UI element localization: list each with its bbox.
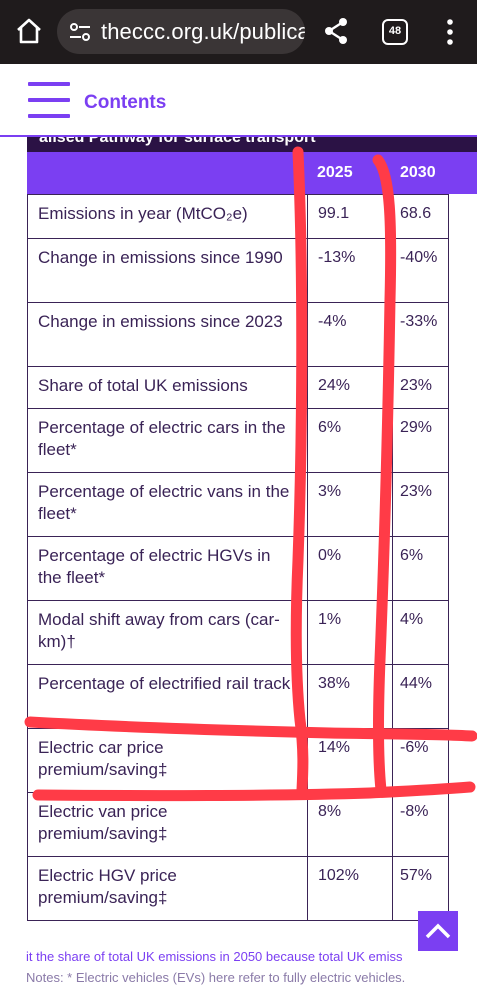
chevron-up-icon [425,923,451,939]
table-row: Electric HGV price premium/saving‡ 102% 57… [27,856,449,921]
cell-2025: 6% [307,408,393,473]
column-header-2030: 2030 [400,164,436,181]
cell-2030: -33% [392,302,449,367]
table-body: Emissions in year (MtCO₂e) 99.1 68.6 Change… [27,194,449,921]
row-label: Electric van price premium/saving‡ [27,792,308,857]
cell-2030: 4% [392,600,449,665]
column-header-2025: 2025 [317,164,353,181]
header-divider [0,135,477,137]
table-row: Modal shift away from cars (car-km)† 1% 4% [27,600,449,665]
row-label: Change in emissions since 2023 [27,302,308,367]
row-label: Electric HGV price premium/saving‡ [27,856,308,921]
table-row: Change in emissions since 2023 -4% -33% [27,302,449,367]
cell-2025: 8% [307,792,393,857]
row-label: Share of total UK emissions [27,366,308,409]
tab-switcher-button[interactable]: 48 [382,19,408,45]
kebab-menu-icon[interactable] [440,17,460,47]
cell-2030: 23% [392,366,449,409]
cell-2025: 24% [307,366,393,409]
table-overflow-column [448,194,477,937]
footnote-line-2: Notes: * Electric vehicles (EVs) here re… [26,970,406,985]
table-header: 2025 2030 [27,152,477,194]
table-row: Electric van price premium/saving‡ 8% -8% [27,792,449,857]
cell-2030: 6% [392,536,449,601]
table-row: Percentage of electric cars in the fleet… [27,408,449,473]
table-row: Change in emissions since 1990 -13% -40% [27,238,449,303]
site-settings-icon[interactable] [69,22,91,42]
cell-2030: 57% [392,856,449,921]
cell-2025: 1% [307,600,393,665]
table-row: Share of total UK emissions 24% 23% [27,366,449,409]
footnote-line-1: it the share of total UK emissions in 20… [26,949,403,964]
contents-link[interactable]: Contents [84,92,167,113]
cell-2030: -8% [392,792,449,857]
cell-2025: 3% [307,472,393,537]
url-text[interactable]: theccc.org.uk/publica [101,19,305,44]
cell-2030: 68.6 [392,194,449,239]
share-icon[interactable] [322,16,350,46]
cell-2025: 38% [307,664,393,729]
row-label: Emissions in year (MtCO₂e) [27,194,308,239]
cell-2030: -6% [392,728,449,793]
cell-2025: 102% [307,856,393,921]
cell-2030: 23% [392,472,449,537]
hamburger-icon[interactable] [28,82,70,118]
row-label: Percentage of electrified rail track [27,664,308,729]
table-row: Percentage of electrified rail track 38% 4… [27,664,449,729]
row-label: Percentage of electric HGVs in the fleet… [27,536,308,601]
table-row: Emissions in year (MtCO₂e) 99.1 68.6 [27,194,449,239]
row-label: Change in emissions since 1990 [27,238,308,303]
cell-2030: 44% [392,664,449,729]
cell-2025: 14% [307,728,393,793]
table-caption: alised Pathway for surface transport [27,137,477,152]
footnote: it the share of total UK emissions in 20… [0,948,477,1000]
row-label: Modal shift away from cars (car-km)† [27,600,308,665]
data-table: alised Pathway for surface transport 202… [27,137,477,937]
browser-toolbar: theccc.org.uk/publica 48 [0,0,477,64]
cell-2025: -4% [307,302,393,367]
cell-2025: 0% [307,536,393,601]
table-row: Percentage of electric vans in the fleet… [27,472,449,537]
home-icon[interactable] [14,16,44,46]
table-row: Electric car price premium/saving‡ 14% -6% [27,728,449,793]
address-bar[interactable]: theccc.org.uk/publica [57,9,305,54]
cell-2025: 99.1 [307,194,393,239]
table-caption-text: alised Pathway for surface transport [39,137,316,146]
cell-2030: -40% [392,238,449,303]
row-label: Percentage of electric cars in the fleet… [27,408,308,473]
row-label: Percentage of electric vans in the fleet… [27,472,308,537]
cell-2025: -13% [307,238,393,303]
cell-2030: 29% [392,408,449,473]
table-row: Percentage of electric HGVs in the fleet… [27,536,449,601]
scroll-to-top-button[interactable] [418,911,458,951]
row-label: Electric car price premium/saving‡ [27,728,308,793]
page-header: Contents [0,64,477,136]
